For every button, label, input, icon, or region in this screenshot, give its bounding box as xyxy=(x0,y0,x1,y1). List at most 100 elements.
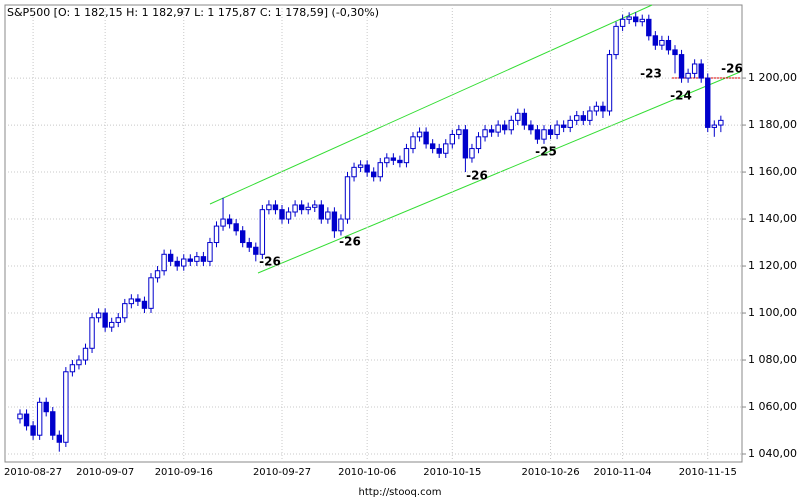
candle-body xyxy=(109,321,115,328)
candle-body xyxy=(508,119,514,131)
candle-body xyxy=(233,223,239,232)
candle-body xyxy=(272,204,279,211)
candle-body xyxy=(639,18,645,23)
candle-body xyxy=(36,401,43,436)
candle-body xyxy=(292,204,298,213)
x-tick-label: 2010-11-04 xyxy=(594,467,652,478)
channel-upper xyxy=(209,4,653,205)
candle-body xyxy=(416,131,423,138)
source: http://stooq.com xyxy=(359,487,442,498)
candle-body xyxy=(384,157,390,164)
candle-body xyxy=(115,317,121,323)
candle-body xyxy=(678,54,685,79)
candle-body xyxy=(154,270,161,279)
candle-body xyxy=(89,317,95,349)
candle-body xyxy=(711,124,717,128)
x-tick-label: 2010-10-06 xyxy=(338,467,396,478)
x-tick-label: 2010-09-16 xyxy=(155,467,213,478)
candle-body xyxy=(135,298,141,302)
candle-body xyxy=(397,159,403,164)
candle-body xyxy=(698,63,704,79)
candle-body xyxy=(76,359,82,366)
candle-body xyxy=(619,18,626,27)
x-tick-label: 2010-11-15 xyxy=(679,467,737,478)
candle-body xyxy=(600,105,606,112)
annotation: -24 xyxy=(670,89,692,103)
candle-body xyxy=(665,39,672,51)
candle-body xyxy=(102,312,108,328)
candle-body xyxy=(449,133,456,145)
candle-body xyxy=(469,148,475,159)
candle-body xyxy=(606,54,613,112)
candle-body xyxy=(541,129,547,140)
candle-body xyxy=(253,246,259,255)
candle-body xyxy=(521,112,528,126)
candle-body xyxy=(580,115,586,121)
annotation: -26 xyxy=(466,169,488,183)
candle-body xyxy=(495,124,501,133)
candle-body xyxy=(43,401,49,413)
candle-body xyxy=(587,110,593,121)
candle-body xyxy=(423,131,429,145)
annotation: -26 xyxy=(259,255,281,269)
candle-body xyxy=(122,303,128,319)
candle-body xyxy=(167,253,174,262)
candle-body xyxy=(23,413,30,427)
candle-body xyxy=(633,16,639,23)
candle-body xyxy=(429,143,436,150)
candle-body xyxy=(567,119,573,128)
candle-body xyxy=(325,211,331,220)
x-tick-label: 2010-10-15 xyxy=(423,467,481,478)
candle-body xyxy=(285,211,292,220)
annotation: -26 xyxy=(339,235,361,249)
channel-lower xyxy=(257,71,741,274)
candle-body xyxy=(187,258,194,262)
candle-body xyxy=(475,136,482,150)
candle-body xyxy=(528,124,534,131)
candle-body xyxy=(547,129,554,135)
candle-body xyxy=(17,413,23,420)
candle-body xyxy=(194,256,200,262)
candle-body xyxy=(298,204,305,211)
x-tick-label: 2010-10-26 xyxy=(521,467,579,478)
candle-body xyxy=(502,124,508,131)
y-tick-label: 1 180,00 xyxy=(748,118,797,131)
candle-body xyxy=(351,166,357,178)
candle-body xyxy=(646,18,652,37)
candle-body xyxy=(659,39,665,46)
x-tick-label: 2010-08-27 xyxy=(4,467,62,478)
candle-body xyxy=(95,312,102,319)
candle-body xyxy=(141,300,148,309)
plot-frame xyxy=(4,4,743,463)
candle-body xyxy=(331,211,338,232)
annotation: -26 xyxy=(721,62,743,76)
candle-body xyxy=(50,411,56,436)
candle-body xyxy=(436,148,442,154)
candle-body xyxy=(364,164,370,173)
candle-body xyxy=(626,16,632,20)
chart-title: S&P500 [O: 1 182,15 H: 1 182,97 L: 1 175… xyxy=(7,6,379,19)
candle-body xyxy=(593,105,600,112)
y-tick-label: 1 120,00 xyxy=(748,259,797,272)
y-tick-label: 1 060,00 xyxy=(748,400,797,413)
candle-body xyxy=(148,277,154,309)
candle-body xyxy=(488,129,495,133)
candle-body xyxy=(652,35,659,46)
candle-body xyxy=(305,206,311,211)
candle-body xyxy=(181,258,187,267)
candle-body xyxy=(705,77,711,128)
candle-body xyxy=(410,136,416,150)
candle-body xyxy=(560,124,567,128)
candle-body xyxy=(672,49,678,56)
candle-body xyxy=(377,162,383,178)
x-tick-label: 2010-09-27 xyxy=(253,467,311,478)
y-tick-label: 1 160,00 xyxy=(748,165,797,178)
candle-body xyxy=(200,256,207,262)
candle-body xyxy=(574,115,580,121)
candle-body xyxy=(462,129,469,159)
candle-body xyxy=(161,253,167,272)
candle-body xyxy=(63,371,69,443)
candle-body xyxy=(515,112,521,121)
candle-body xyxy=(207,242,213,262)
